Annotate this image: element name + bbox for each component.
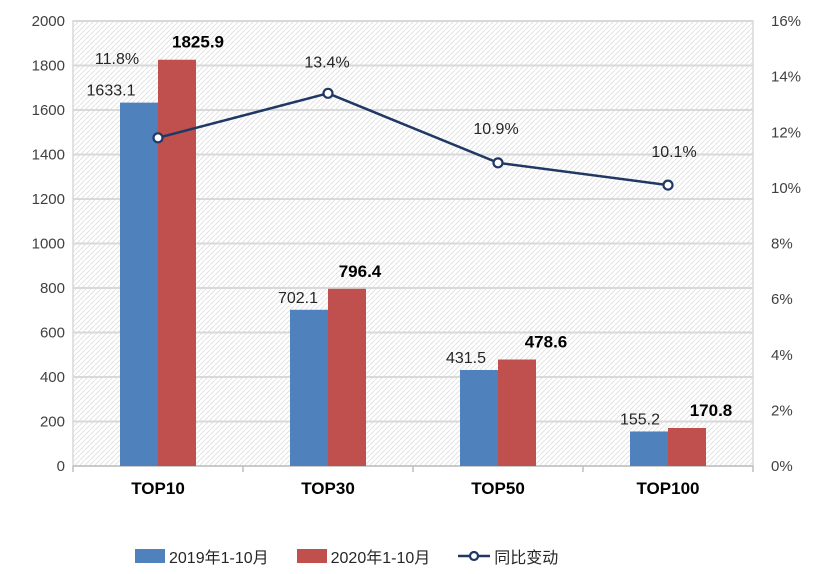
combo-chart: 1633.1 1825.9 11.8% 702.1 796.4 13.4% 431.5 478… xyxy=(32,13,801,498)
legend-item-2020: 2020年1-10月 xyxy=(296,544,431,568)
right-axis-tick-label: 14% xyxy=(771,69,801,86)
legend-item-2019: 2019年1-10月 xyxy=(135,544,269,568)
label-yoy-TOP100: 10.1% xyxy=(651,144,696,161)
right-axis-tick-label: 2% xyxy=(771,402,793,419)
bar-2020-TOP30 xyxy=(328,288,366,466)
right-axis-tick-label: 4% xyxy=(771,347,793,364)
category-label-TOP30: TOP30 xyxy=(301,479,355,498)
label-2020-TOP100: 170.8 xyxy=(690,401,733,420)
label-2019-TOP10: 1633.1 xyxy=(87,83,136,100)
legend-label-yoy: 同比变动 xyxy=(494,550,559,567)
category-label-TOP10: TOP10 xyxy=(131,479,185,498)
left-axis-tick-label: 1400 xyxy=(32,147,65,164)
legend-item-yoy: 同比变动 xyxy=(458,544,558,568)
yoy-marker-TOP30 xyxy=(322,87,334,99)
yoy-marker-TOP100 xyxy=(662,179,674,191)
label-2019-TOP50: 431.5 xyxy=(446,350,486,367)
left-axis-tick-label: 1600 xyxy=(32,102,65,119)
legend-label-2019: 2019年1-10月 xyxy=(169,550,269,567)
legend-label-2020: 2020年1-10月 xyxy=(330,550,431,567)
label-yoy-TOP50: 10.9% xyxy=(473,121,518,138)
bar-2020-TOP50 xyxy=(498,359,536,466)
category-label-TOP50: TOP50 xyxy=(471,479,525,498)
left-axis-tick-label: 2000 xyxy=(32,13,65,30)
legend-swatch-2019 xyxy=(135,549,165,563)
right-axis-tick-label: 0% xyxy=(771,458,793,475)
right-axis-tick-label: 10% xyxy=(771,180,801,197)
bar-2019-TOP100 xyxy=(630,431,668,466)
right-axis-tick-label: 16% xyxy=(771,13,801,30)
left-axis-tick-label: 0 xyxy=(57,458,65,475)
left-axis-tick-label: 400 xyxy=(40,369,65,386)
left-axis-tick-label: 800 xyxy=(40,280,65,297)
label-2020-TOP50: 478.6 xyxy=(525,333,568,352)
legend-line-marker-icon xyxy=(458,550,491,562)
chart-legend: 2019年1-10月 2020年1-10月 同比变动 xyxy=(135,545,558,567)
left-axis-tick-label: 200 xyxy=(40,414,65,431)
right-axis-tick-label: 12% xyxy=(771,124,801,141)
left-axis-tick-label: 1000 xyxy=(32,236,65,253)
legend-swatch-2020 xyxy=(296,549,327,563)
label-2019-TOP100: 155.2 xyxy=(620,411,660,428)
right-axis-tick-label: 6% xyxy=(771,291,793,308)
bar-2020-TOP100 xyxy=(668,427,706,466)
label-yoy-TOP10: 11.8% xyxy=(95,51,139,68)
right-axis-tick-label: 8% xyxy=(771,236,793,253)
bar-2019-TOP30 xyxy=(290,309,328,466)
yoy-marker-TOP50 xyxy=(492,157,504,169)
left-axis-tick-label: 1800 xyxy=(32,58,65,75)
label-yoy-TOP30: 13.4% xyxy=(304,54,349,71)
label-2019-TOP30: 702.1 xyxy=(278,290,318,307)
bar-2019-TOP50 xyxy=(460,369,498,466)
yoy-marker-TOP10 xyxy=(152,132,164,144)
label-2020-TOP10: 1825.9 xyxy=(172,33,224,52)
left-axis-tick-label: 1200 xyxy=(32,191,65,208)
category-label-TOP100: TOP100 xyxy=(636,479,699,498)
bar-2019-TOP10 xyxy=(120,102,158,466)
yoy-line xyxy=(157,91,669,187)
left-axis-tick-label: 600 xyxy=(40,325,65,342)
bar-2020-TOP10 xyxy=(158,59,196,467)
label-2020-TOP30: 796.4 xyxy=(339,262,382,281)
